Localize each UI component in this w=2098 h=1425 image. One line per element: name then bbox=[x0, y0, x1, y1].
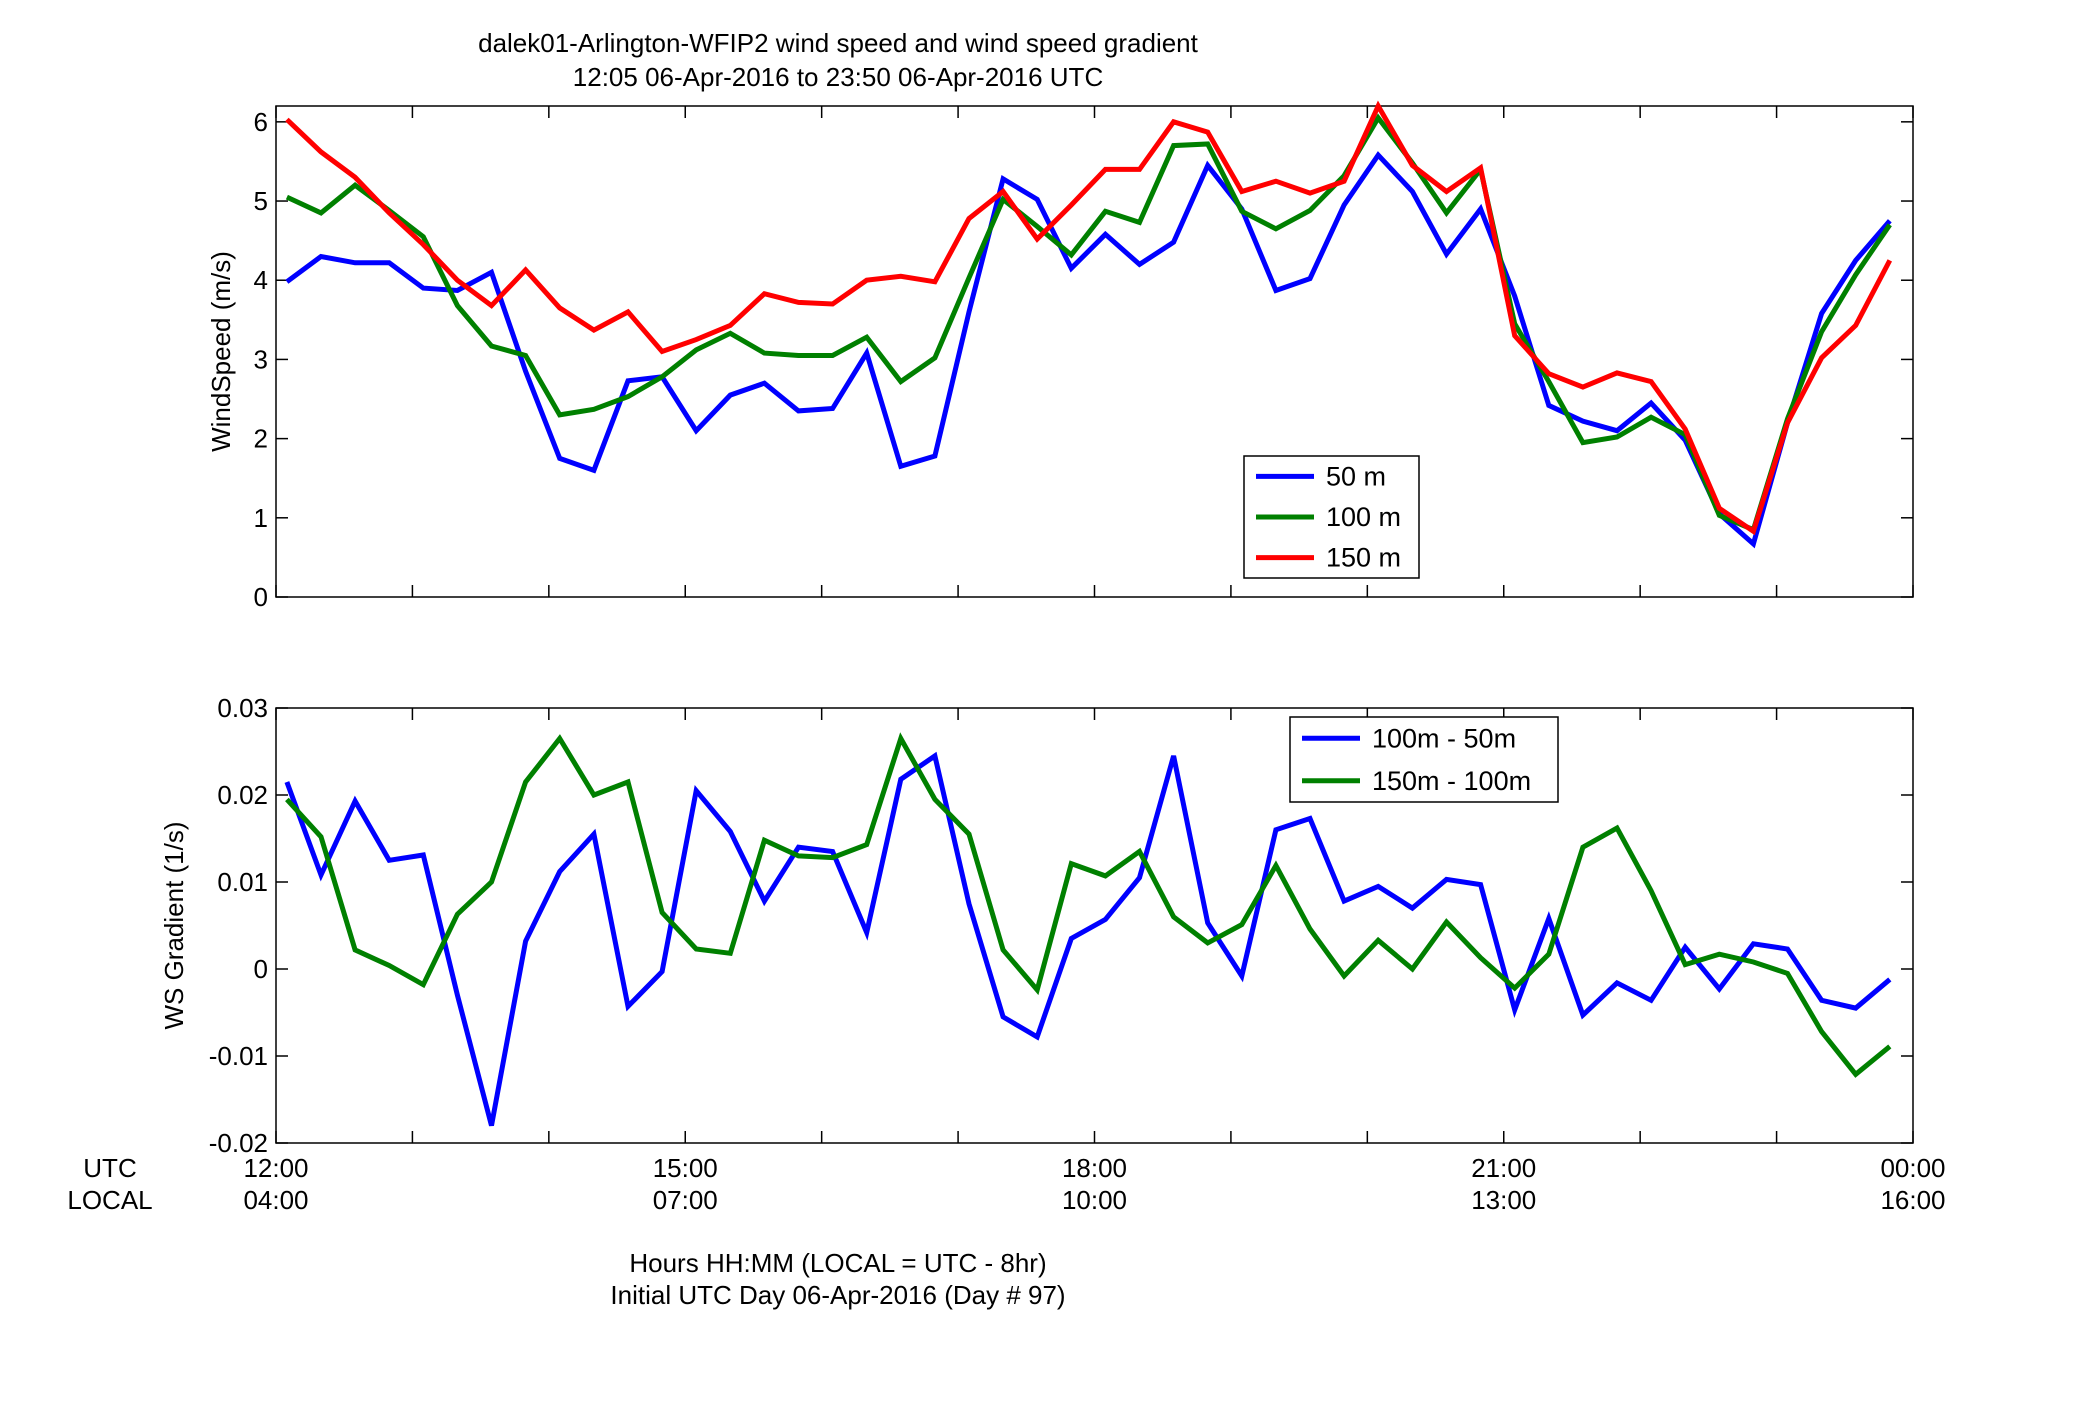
legend-entry: 100m - 50m bbox=[1372, 723, 1516, 753]
x-tick-label-utc: 00:00 bbox=[1880, 1153, 1945, 1183]
y-axis-label: WindSpeed (m/s) bbox=[206, 251, 236, 452]
y-tick-label: 0.02 bbox=[217, 780, 268, 810]
x-tick-label-local: 10:00 bbox=[1062, 1185, 1127, 1215]
y-tick-label: 6 bbox=[254, 107, 268, 137]
series-line-100m bbox=[285, 113, 1892, 534]
chart-title-line2: 12:05 06-Apr-2016 to 23:50 06-Apr-2016 U… bbox=[573, 62, 1103, 92]
y-tick-label: 0.01 bbox=[217, 867, 268, 897]
x-tick-label-utc: 15:00 bbox=[653, 1153, 718, 1183]
x-tick-label-utc: 18:00 bbox=[1062, 1153, 1127, 1183]
x-tick-label-utc: 21:00 bbox=[1471, 1153, 1536, 1183]
legend-entry: 150 m bbox=[1326, 543, 1401, 573]
series-line-50m bbox=[285, 151, 1892, 549]
x-axis-label-line1: Hours HH:MM (LOCAL = UTC - 8hr) bbox=[629, 1248, 1046, 1278]
chart-title-line1: dalek01-Arlington-WFIP2 wind speed and w… bbox=[478, 28, 1199, 58]
y-tick-label: 0 bbox=[254, 582, 268, 612]
x-tick-label-local: 16:00 bbox=[1880, 1185, 1945, 1215]
legend-entry: 50 m bbox=[1326, 461, 1386, 491]
x-tick-label-utc: 12:00 bbox=[243, 1153, 308, 1183]
legend: 100m - 50m 150m - 100m bbox=[1289, 716, 1559, 803]
series-line-150m bbox=[285, 100, 1893, 536]
legend-box bbox=[1289, 716, 1559, 803]
series-line-150m-100m bbox=[285, 732, 1892, 1078]
x-axis-label-line2: Initial UTC Day 06-Apr-2016 (Day # 97) bbox=[610, 1280, 1065, 1310]
y-tick-label: -0.02 bbox=[209, 1128, 268, 1158]
series-line-100m-50m bbox=[284, 751, 1892, 1127]
legend-entry: 150m - 100m bbox=[1372, 766, 1531, 796]
y-tick-label: 5 bbox=[254, 186, 268, 216]
utc-row-label: UTC bbox=[83, 1153, 136, 1183]
x-tick-label-local: 07:00 bbox=[653, 1185, 718, 1215]
y-tick-label: 0.03 bbox=[217, 693, 268, 723]
y-tick-label: 4 bbox=[254, 265, 268, 295]
y-tick-label: 1 bbox=[254, 503, 268, 533]
x-tick-label-local: 13:00 bbox=[1471, 1185, 1536, 1215]
y-axis-label: WS Gradient (1/s) bbox=[159, 821, 189, 1029]
x-tick-label-local: 04:00 bbox=[243, 1185, 308, 1215]
legend-entry: 100 m bbox=[1326, 502, 1401, 532]
legend: 50 m 100 m 150 m bbox=[1243, 455, 1420, 579]
local-row-label: LOCAL bbox=[67, 1185, 152, 1215]
wind-gradient-panel: -0.02 -0.01 0 0.01 0.02 0.03 WS Gradient (1/s)… bbox=[159, 693, 1914, 1158]
y-tick-label: 0 bbox=[254, 954, 268, 984]
y-tick-label: 3 bbox=[254, 344, 268, 374]
y-tick-label: -0.01 bbox=[209, 1041, 268, 1071]
wind-speed-panel: 0 1 2 3 4 5 6 WindSpeed (m/s) 50 m 100 m 150 m bbox=[206, 100, 1914, 612]
y-tick-label: 2 bbox=[254, 424, 268, 454]
